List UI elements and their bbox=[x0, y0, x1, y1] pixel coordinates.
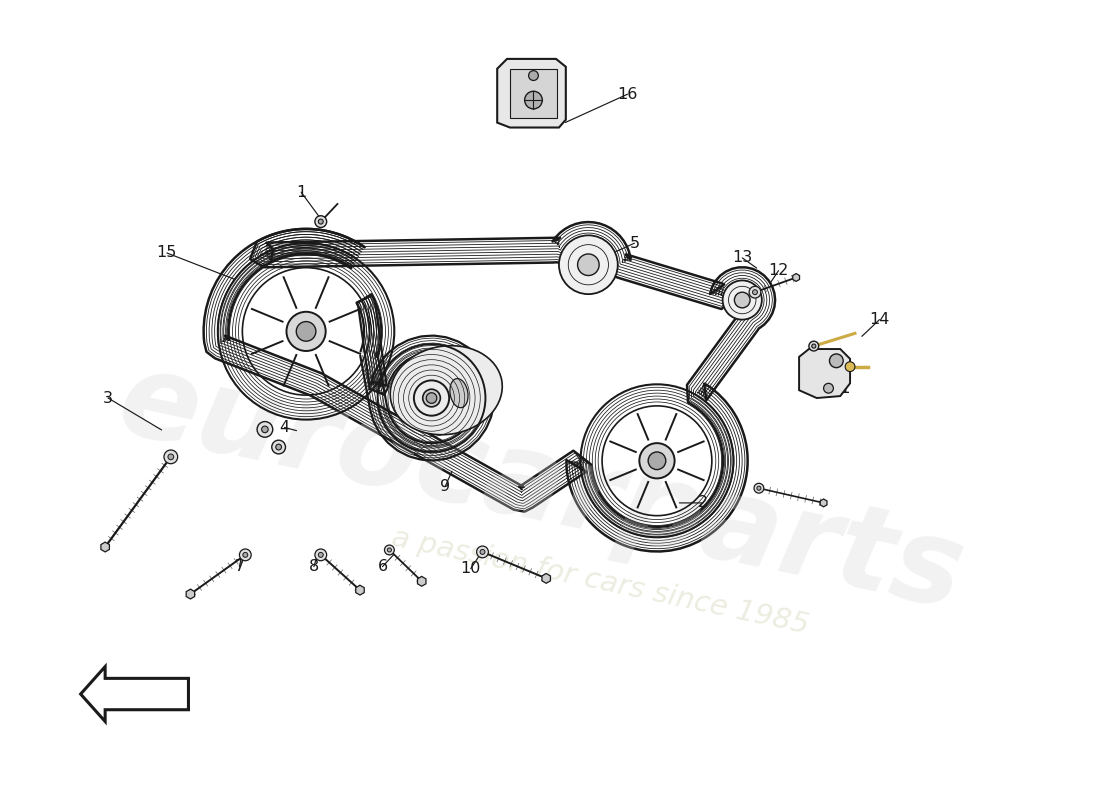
Circle shape bbox=[578, 254, 600, 275]
Circle shape bbox=[262, 426, 268, 433]
Circle shape bbox=[286, 312, 326, 351]
Polygon shape bbox=[80, 666, 188, 722]
Text: 16: 16 bbox=[617, 86, 638, 102]
Polygon shape bbox=[418, 577, 426, 586]
Circle shape bbox=[812, 344, 816, 348]
Text: 12: 12 bbox=[768, 263, 789, 278]
Text: 14: 14 bbox=[869, 312, 890, 327]
Circle shape bbox=[476, 546, 488, 558]
Text: 15: 15 bbox=[156, 246, 177, 261]
Circle shape bbox=[480, 550, 485, 554]
Circle shape bbox=[168, 454, 174, 460]
Circle shape bbox=[529, 70, 538, 81]
Text: 2: 2 bbox=[698, 495, 708, 510]
Circle shape bbox=[276, 444, 282, 450]
Circle shape bbox=[648, 452, 666, 470]
Text: 11: 11 bbox=[830, 381, 850, 396]
Circle shape bbox=[808, 341, 818, 351]
Circle shape bbox=[754, 483, 763, 493]
Circle shape bbox=[240, 549, 251, 561]
Polygon shape bbox=[799, 349, 850, 398]
Text: 13: 13 bbox=[733, 250, 752, 266]
Circle shape bbox=[385, 545, 394, 555]
Circle shape bbox=[387, 548, 392, 552]
Text: 10: 10 bbox=[461, 561, 481, 576]
Circle shape bbox=[315, 549, 327, 561]
Circle shape bbox=[426, 393, 437, 403]
Circle shape bbox=[272, 440, 286, 454]
Circle shape bbox=[735, 292, 750, 308]
Circle shape bbox=[257, 422, 273, 438]
Circle shape bbox=[243, 552, 248, 558]
Circle shape bbox=[757, 486, 761, 490]
Polygon shape bbox=[793, 274, 800, 282]
Polygon shape bbox=[497, 59, 565, 127]
Circle shape bbox=[639, 443, 674, 478]
Polygon shape bbox=[542, 574, 550, 583]
Text: 3: 3 bbox=[103, 390, 113, 406]
Circle shape bbox=[422, 390, 440, 407]
Ellipse shape bbox=[390, 346, 503, 434]
Text: 7: 7 bbox=[234, 559, 244, 574]
Circle shape bbox=[749, 286, 761, 298]
Circle shape bbox=[752, 290, 758, 294]
Circle shape bbox=[525, 91, 542, 109]
Polygon shape bbox=[510, 69, 557, 118]
Ellipse shape bbox=[450, 378, 468, 408]
Polygon shape bbox=[355, 586, 364, 595]
Text: 6: 6 bbox=[377, 559, 387, 574]
Text: 1: 1 bbox=[296, 185, 306, 200]
Text: 5: 5 bbox=[629, 236, 639, 250]
Circle shape bbox=[164, 450, 178, 464]
Circle shape bbox=[318, 219, 323, 224]
Polygon shape bbox=[101, 542, 109, 552]
Polygon shape bbox=[186, 589, 195, 599]
Circle shape bbox=[845, 362, 855, 371]
Text: 9: 9 bbox=[440, 478, 450, 494]
Text: a passion for cars since 1985: a passion for cars since 1985 bbox=[389, 523, 812, 639]
Circle shape bbox=[723, 281, 762, 320]
Circle shape bbox=[315, 216, 327, 227]
Circle shape bbox=[559, 235, 618, 294]
Text: eurocarparts: eurocarparts bbox=[109, 342, 974, 634]
Circle shape bbox=[829, 354, 844, 368]
Text: 8: 8 bbox=[309, 559, 319, 574]
Circle shape bbox=[318, 552, 323, 558]
Text: 4: 4 bbox=[279, 420, 289, 435]
Circle shape bbox=[296, 322, 316, 341]
Polygon shape bbox=[821, 499, 827, 507]
Circle shape bbox=[824, 383, 834, 393]
